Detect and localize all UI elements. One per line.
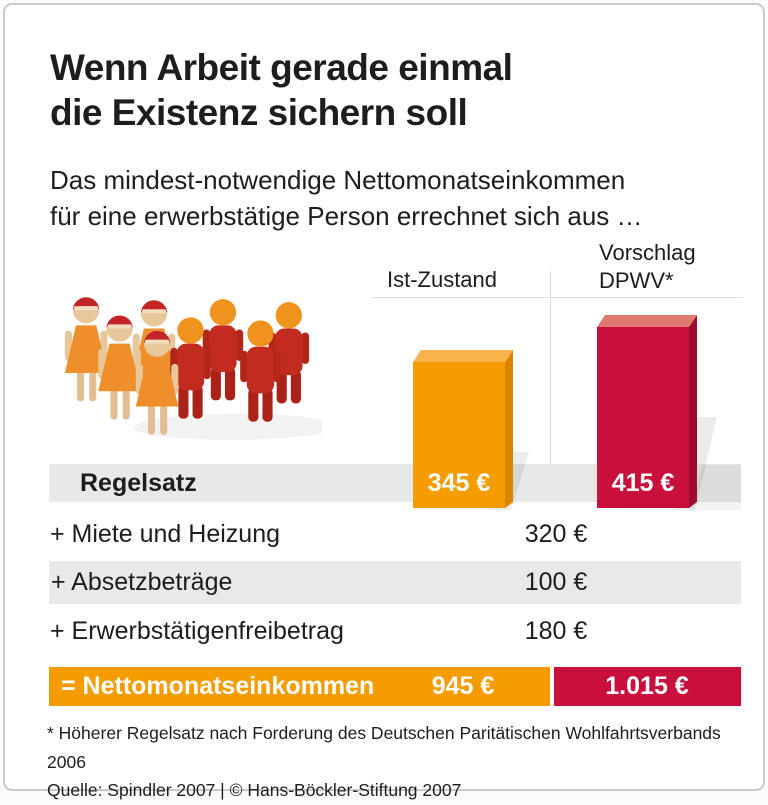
subtitle-line-1: Das mindest-notwendige Nettomonatseinkom… xyxy=(50,165,626,195)
bar-ist xyxy=(413,350,513,508)
subtitle: Das mindest-notwendige Nettomonatseinkom… xyxy=(50,162,643,234)
total-band-ist: = Nettomonatseinkommen xyxy=(49,667,550,706)
people-group-illustration xyxy=(64,297,322,440)
column-header-vorschlag-line1: Vorschlag xyxy=(599,240,696,265)
row-value-erwerbsfreibetrag: 180 € xyxy=(524,617,588,645)
row-band-absetzbetraege xyxy=(49,561,741,604)
row-value-miete: 320 € xyxy=(524,520,588,548)
row-label-miete: + Miete und Heizung xyxy=(50,520,281,548)
header-underline xyxy=(371,297,743,298)
subtitle-line-2: für eine erwerbstätige Person errechnet … xyxy=(50,201,643,231)
footnote-text: * Höherer Regelsatz nach Forderung des D… xyxy=(47,723,721,772)
source-text: Quelle: Spindler 2007 | © Hans-Böckler-S… xyxy=(47,780,462,800)
column-header-ist: Ist-Zustand xyxy=(386,267,498,292)
column-header-vorschlag-line2: DPWV* xyxy=(599,268,674,293)
bar-vorschlag xyxy=(597,315,697,508)
column-header-vorschlag: Vorschlag DPWV* xyxy=(599,239,696,295)
infographic-card: Wenn Arbeit gerade einmal die Existenz s… xyxy=(3,3,765,800)
title-line-2: die Existenz sichern soll xyxy=(50,92,468,133)
footer: * Höherer Regelsatz nach Forderung des D… xyxy=(47,719,763,805)
bar-value-ist: 345 € xyxy=(427,469,491,497)
total-band-vorschlag xyxy=(554,667,741,706)
total-label: = Nettomonatseinkommen xyxy=(61,672,375,700)
row-label-absetzbetraege: + Absetzbeträge xyxy=(51,568,233,596)
column-divider xyxy=(550,271,551,502)
row-label-erwerbsfreibetrag: + Erwerbstätigenfreibetrag xyxy=(50,617,344,645)
total-value-vorschlag: 1.015 € xyxy=(605,672,689,700)
title-line-1: Wenn Arbeit gerade einmal xyxy=(50,47,513,88)
bar-chart xyxy=(413,315,741,510)
page-title: Wenn Arbeit gerade einmal die Existenz s… xyxy=(50,45,513,135)
total-value-ist: 945 € xyxy=(431,672,495,700)
regelsatz-label: Regelsatz xyxy=(80,469,197,497)
bar-value-vorschlag: 415 € xyxy=(611,469,675,497)
row-value-absetzbetraege: 100 € xyxy=(524,568,588,596)
